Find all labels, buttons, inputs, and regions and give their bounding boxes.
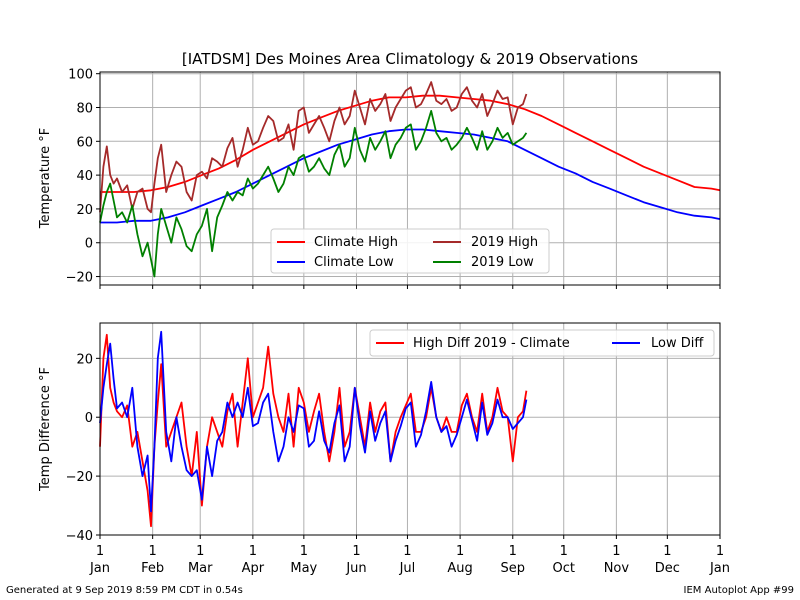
x-tick-day-label: 1 [456, 544, 464, 559]
temperature-series [99, 81, 721, 278]
y-tick-label: 40 [76, 169, 93, 184]
difference-x-ticks: 1 Jan 1 Feb 1 Mar 1 Apr 1 May 1 Jun 1 Jul 1 Aug 1 Sep 1 Oct… [89, 535, 730, 576]
x-tick-month-label: Dec [655, 561, 680, 576]
y-tick-label: −40 [66, 529, 93, 544]
x-tick-month-label: Oct [552, 561, 574, 576]
temperature-legend: Climate High Climate Low 2019 High 2019 … [270, 228, 550, 274]
x-tick-month-label: May [290, 561, 317, 576]
y-tick-label: −20 [66, 271, 93, 286]
series-line-low-diff [99, 330, 528, 513]
x-tick-day-label: 1 [403, 544, 411, 559]
app-footnote: IEM Autoplot App #99 [683, 585, 794, 596]
x-tick-month-label: Aug [447, 561, 472, 576]
temperature-panel: −20 0 20 40 60 80 100 [IATDSM] Des Moines Area… [38, 50, 721, 289]
x-tick-month-label: Jun [345, 561, 366, 576]
difference-legend-box [369, 329, 715, 357]
y-tick-label: 20 [76, 203, 93, 218]
x-tick-day-label: 1 [716, 544, 724, 559]
x-tick-month-label: Nov [604, 561, 630, 576]
y-tick-label: 60 [76, 135, 93, 150]
x-tick-day-label: 1 [249, 544, 257, 559]
x-tick-month-label: Jul [399, 561, 416, 576]
temperature-axes-frame [99, 71, 721, 286]
x-tick-day-label: 1 [196, 544, 204, 559]
series-line-2019-high [99, 81, 528, 214]
temperature-legend-box [270, 228, 550, 274]
legend-label-2019-high: 2019 High [471, 235, 538, 250]
x-tick-month-label: Mar [188, 561, 213, 576]
series-line-high-diff [99, 333, 528, 528]
legend-label-climate-high: Climate High [314, 235, 398, 250]
x-tick-month-label: Sep [501, 561, 526, 576]
x-tick-month-label: Jan [89, 561, 110, 576]
x-tick-month-label: Feb [141, 561, 164, 576]
series-line-2019-low [99, 110, 528, 278]
y-tick-label: 100 [68, 68, 93, 83]
difference-y-ticks: −40 −20 0 20 [66, 352, 100, 544]
y-tick-label: −20 [66, 470, 93, 485]
temperature-y-axis-label: Temperature °F [38, 128, 53, 229]
difference-y-axis-label: Temp Difference °F [38, 367, 53, 492]
difference-series [99, 330, 528, 528]
temperature-y-ticks: −20 0 20 40 60 80 100 [66, 68, 100, 286]
difference-legend: High Diff 2019 - Climate Low Diff [369, 329, 715, 357]
temperature-x-ticks [99, 285, 721, 289]
y-tick-label: 0 [85, 411, 93, 426]
x-tick-day-label: 1 [612, 544, 620, 559]
legend-label-low-diff: Low Diff [651, 336, 704, 351]
legend-label-climate-low: Climate Low [314, 255, 394, 270]
x-tick-month-label: Apr [242, 561, 265, 576]
x-tick-day-label: 1 [560, 544, 568, 559]
difference-axes-frame [99, 322, 721, 536]
legend-label-2019-low: 2019 Low [471, 255, 534, 270]
difference-panel: −40 −20 0 20 1 Jan 1 Feb 1 Mar 1 Apr 1 May 1 Jun 1 Jul 1 A… [38, 322, 730, 576]
y-tick-label: 80 [76, 102, 93, 117]
x-tick-month-label: Jan [709, 561, 730, 576]
y-tick-label: 20 [76, 352, 93, 367]
generated-footnote: Generated at 9 Sep 2019 8:59 PM CDT in 0… [6, 585, 243, 596]
x-tick-day-label: 1 [509, 544, 517, 559]
x-tick-day-label: 1 [300, 544, 308, 559]
x-tick-day-label: 1 [663, 544, 671, 559]
x-tick-day-label: 1 [96, 544, 104, 559]
series-line-climate-low [100, 128, 721, 224]
legend-label-high-diff: High Diff 2019 - Climate [413, 336, 570, 351]
chart-title: [IATDSM] Des Moines Area Climatology & 2… [182, 50, 638, 68]
y-tick-label: 0 [85, 237, 93, 252]
x-tick-day-label: 1 [352, 544, 360, 559]
x-tick-day-label: 1 [149, 544, 157, 559]
